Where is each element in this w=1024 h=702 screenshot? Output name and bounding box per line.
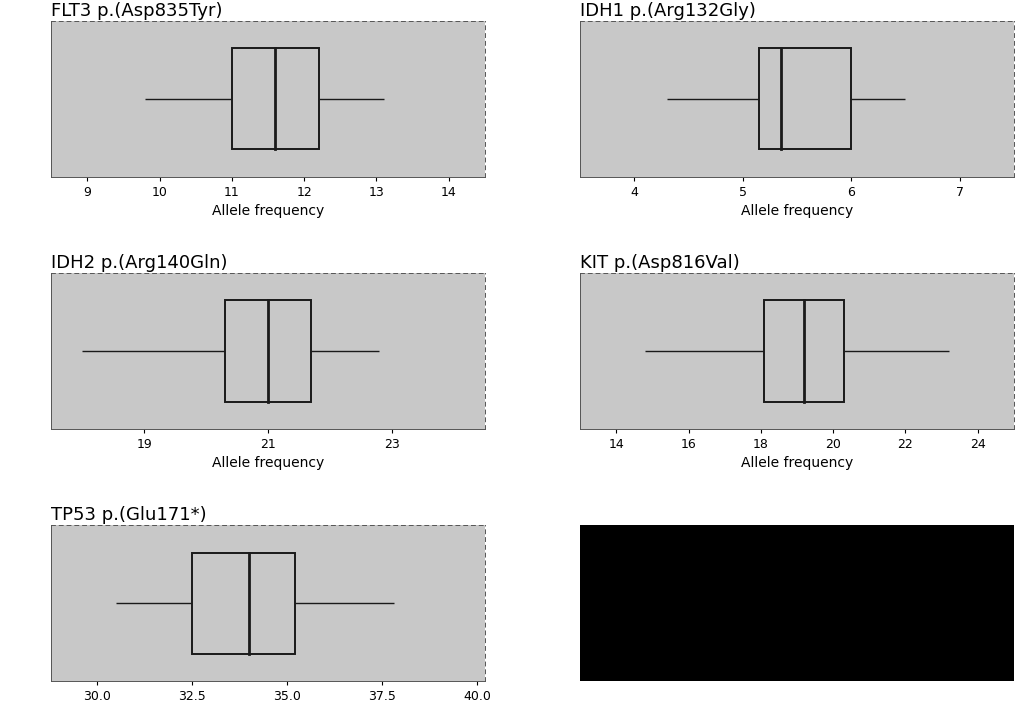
Text: FLT3 p.(Asp835Tyr): FLT3 p.(Asp835Tyr) (51, 1, 222, 20)
Text: IDH1 p.(Arg132Gly): IDH1 p.(Arg132Gly) (581, 1, 756, 20)
Bar (231, 48, 318, 150)
X-axis label: Allele frequency: Allele frequency (740, 204, 853, 218)
Bar (765, 300, 844, 402)
X-axis label: Allele frequency: Allele frequency (212, 204, 325, 218)
Text: IDH2 p.(Arg140Gln): IDH2 p.(Arg140Gln) (51, 253, 227, 272)
X-axis label: Allele frequency: Allele frequency (740, 456, 853, 470)
Text: KIT p.(Asp816Val): KIT p.(Asp816Val) (581, 253, 740, 272)
Bar (759, 48, 851, 150)
Text: TP53 p.(Glu171*): TP53 p.(Glu171*) (51, 505, 207, 524)
Bar (224, 300, 311, 402)
X-axis label: Allele frequency: Allele frequency (212, 456, 325, 470)
Bar (191, 552, 295, 654)
